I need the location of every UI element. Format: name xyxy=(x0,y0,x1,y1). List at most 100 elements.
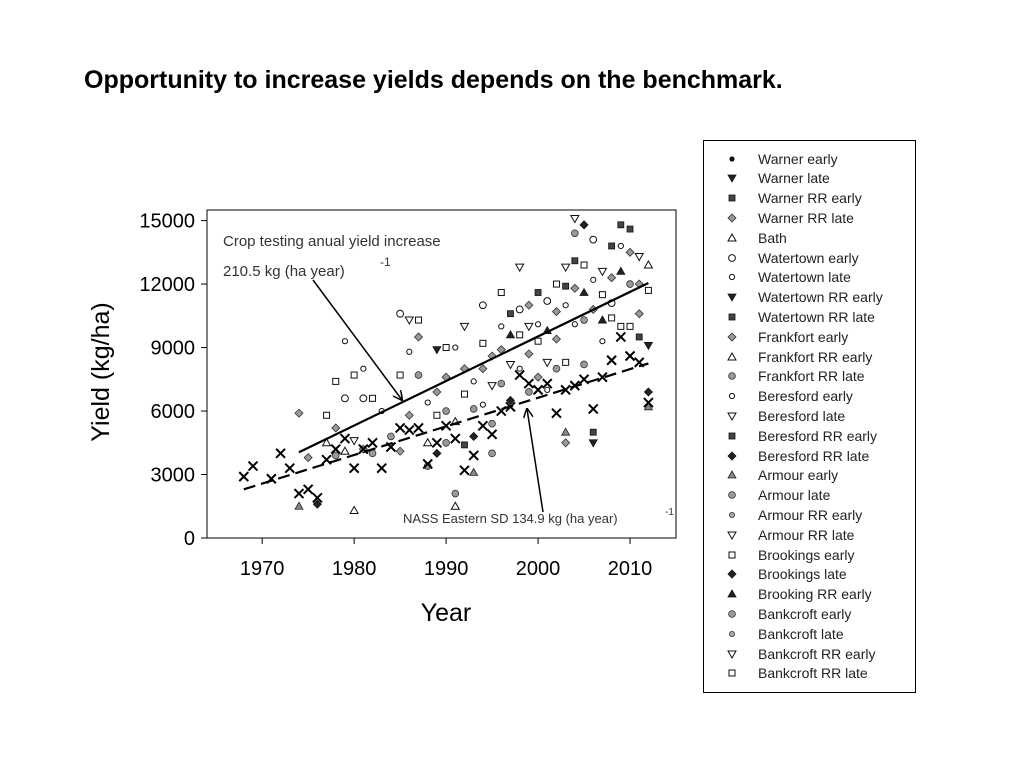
legend-marker-icon xyxy=(727,531,737,540)
trial-point xyxy=(625,247,635,257)
x-axis-label: Year xyxy=(421,599,472,627)
legend-item: Beresford RR early xyxy=(724,426,877,445)
legend-item: Armour early xyxy=(724,466,838,485)
trial-point xyxy=(303,453,313,463)
legend-marker-shape xyxy=(727,213,737,223)
trial-point xyxy=(516,331,524,339)
trial-point xyxy=(544,386,551,393)
x-tick-label: 2000 xyxy=(516,558,561,580)
trial-point xyxy=(552,364,561,373)
nass-point xyxy=(643,397,654,408)
y-tick-label: 9000 xyxy=(151,338,196,360)
legend-item: Bankcroft RR early xyxy=(724,644,875,663)
trial-point xyxy=(369,394,377,402)
nass-point xyxy=(514,369,525,381)
trial-point xyxy=(507,310,514,318)
legend-marker-icon xyxy=(728,372,736,381)
legend-marker-shape xyxy=(727,293,737,302)
nass-point xyxy=(551,407,562,419)
nass-point xyxy=(459,465,470,476)
y-tick-label: 6000 xyxy=(151,401,196,423)
y-tick-label: 3000 xyxy=(151,465,196,487)
trial-point xyxy=(479,401,486,408)
legend-marker-shape xyxy=(727,174,737,184)
legend-marker-shape xyxy=(728,491,736,499)
trial-point xyxy=(589,428,597,436)
trial-point xyxy=(340,446,350,455)
x-tick-label: 1990 xyxy=(424,558,469,580)
legend-marker-shape xyxy=(728,669,736,677)
nass-points-layer xyxy=(238,331,654,504)
legend-marker-icon xyxy=(727,569,737,579)
nass-trendline xyxy=(243,362,649,491)
trial-point xyxy=(534,337,542,345)
nass-point xyxy=(578,374,590,385)
legend-item: Bath xyxy=(724,228,787,247)
trial-point xyxy=(341,394,349,403)
legend-label: Bankcroft early xyxy=(758,605,852,622)
trial-point xyxy=(312,499,322,509)
trial-point xyxy=(469,405,478,413)
legend-item: Warner late xyxy=(724,169,830,188)
trial-point xyxy=(488,419,496,428)
trial-point xyxy=(588,439,598,448)
trial-point xyxy=(634,253,645,262)
nass-point xyxy=(450,433,461,444)
trial-point xyxy=(562,358,570,366)
legend-marker-shape xyxy=(728,372,736,381)
legend-marker-icon xyxy=(728,669,736,677)
nass-point xyxy=(312,492,323,504)
legend-label: Warner RR late xyxy=(758,209,854,226)
legend-marker-shape xyxy=(728,551,736,558)
plot-area-frame xyxy=(206,209,677,539)
legend-label: Bath xyxy=(758,229,787,246)
trial-point xyxy=(571,321,578,328)
trial-point xyxy=(643,401,654,411)
legend-item: Watertown early xyxy=(724,248,859,267)
trial-point xyxy=(616,266,626,275)
legend-marker-icon xyxy=(727,174,737,184)
legend-label: Bankcroft RR late xyxy=(758,665,868,682)
trendlines-layer xyxy=(243,282,649,491)
trial-point xyxy=(497,289,505,297)
trial-point xyxy=(598,291,606,299)
legend-marker-shape xyxy=(728,194,736,202)
trial-point xyxy=(514,263,525,273)
trial-point xyxy=(432,448,442,458)
nass-point xyxy=(376,462,387,474)
legend-marker-shape xyxy=(728,392,736,400)
legend-marker-icon xyxy=(728,551,736,558)
nass-point xyxy=(247,460,259,472)
trial-point xyxy=(498,323,505,330)
legend-label: Brooking RR early xyxy=(758,586,872,603)
trial-point xyxy=(478,364,488,374)
legend-marker-icon xyxy=(728,313,736,321)
trial-point xyxy=(617,242,624,250)
trial-point xyxy=(442,438,450,447)
nass-point xyxy=(486,429,498,440)
legend-marker-shape xyxy=(727,531,737,540)
legend-label: Watertown late xyxy=(758,269,851,286)
trial-point xyxy=(433,411,441,419)
legend-marker-shape xyxy=(728,253,736,262)
trial-point xyxy=(470,378,477,385)
legend-marker-icon xyxy=(727,293,737,302)
crop-testing-annotation-exponent: -1 xyxy=(380,255,391,269)
y-axis-label: Yield (kg/ha) xyxy=(87,302,115,441)
trial-point xyxy=(321,437,332,447)
trial-point xyxy=(452,344,459,351)
trial-point xyxy=(432,387,442,397)
nass-point xyxy=(624,350,636,362)
trial-point xyxy=(468,467,479,476)
trial-point xyxy=(580,261,588,269)
crop-testing-arrow xyxy=(312,279,402,400)
legend-marker-shape xyxy=(727,412,737,421)
trial-point xyxy=(525,388,533,396)
legend-item: Watertown RR late xyxy=(724,307,875,326)
trial-point xyxy=(505,330,516,339)
legend-marker-shape xyxy=(727,569,737,579)
nass-point xyxy=(330,443,341,455)
nass-point xyxy=(431,437,443,448)
trial-point xyxy=(469,431,479,441)
